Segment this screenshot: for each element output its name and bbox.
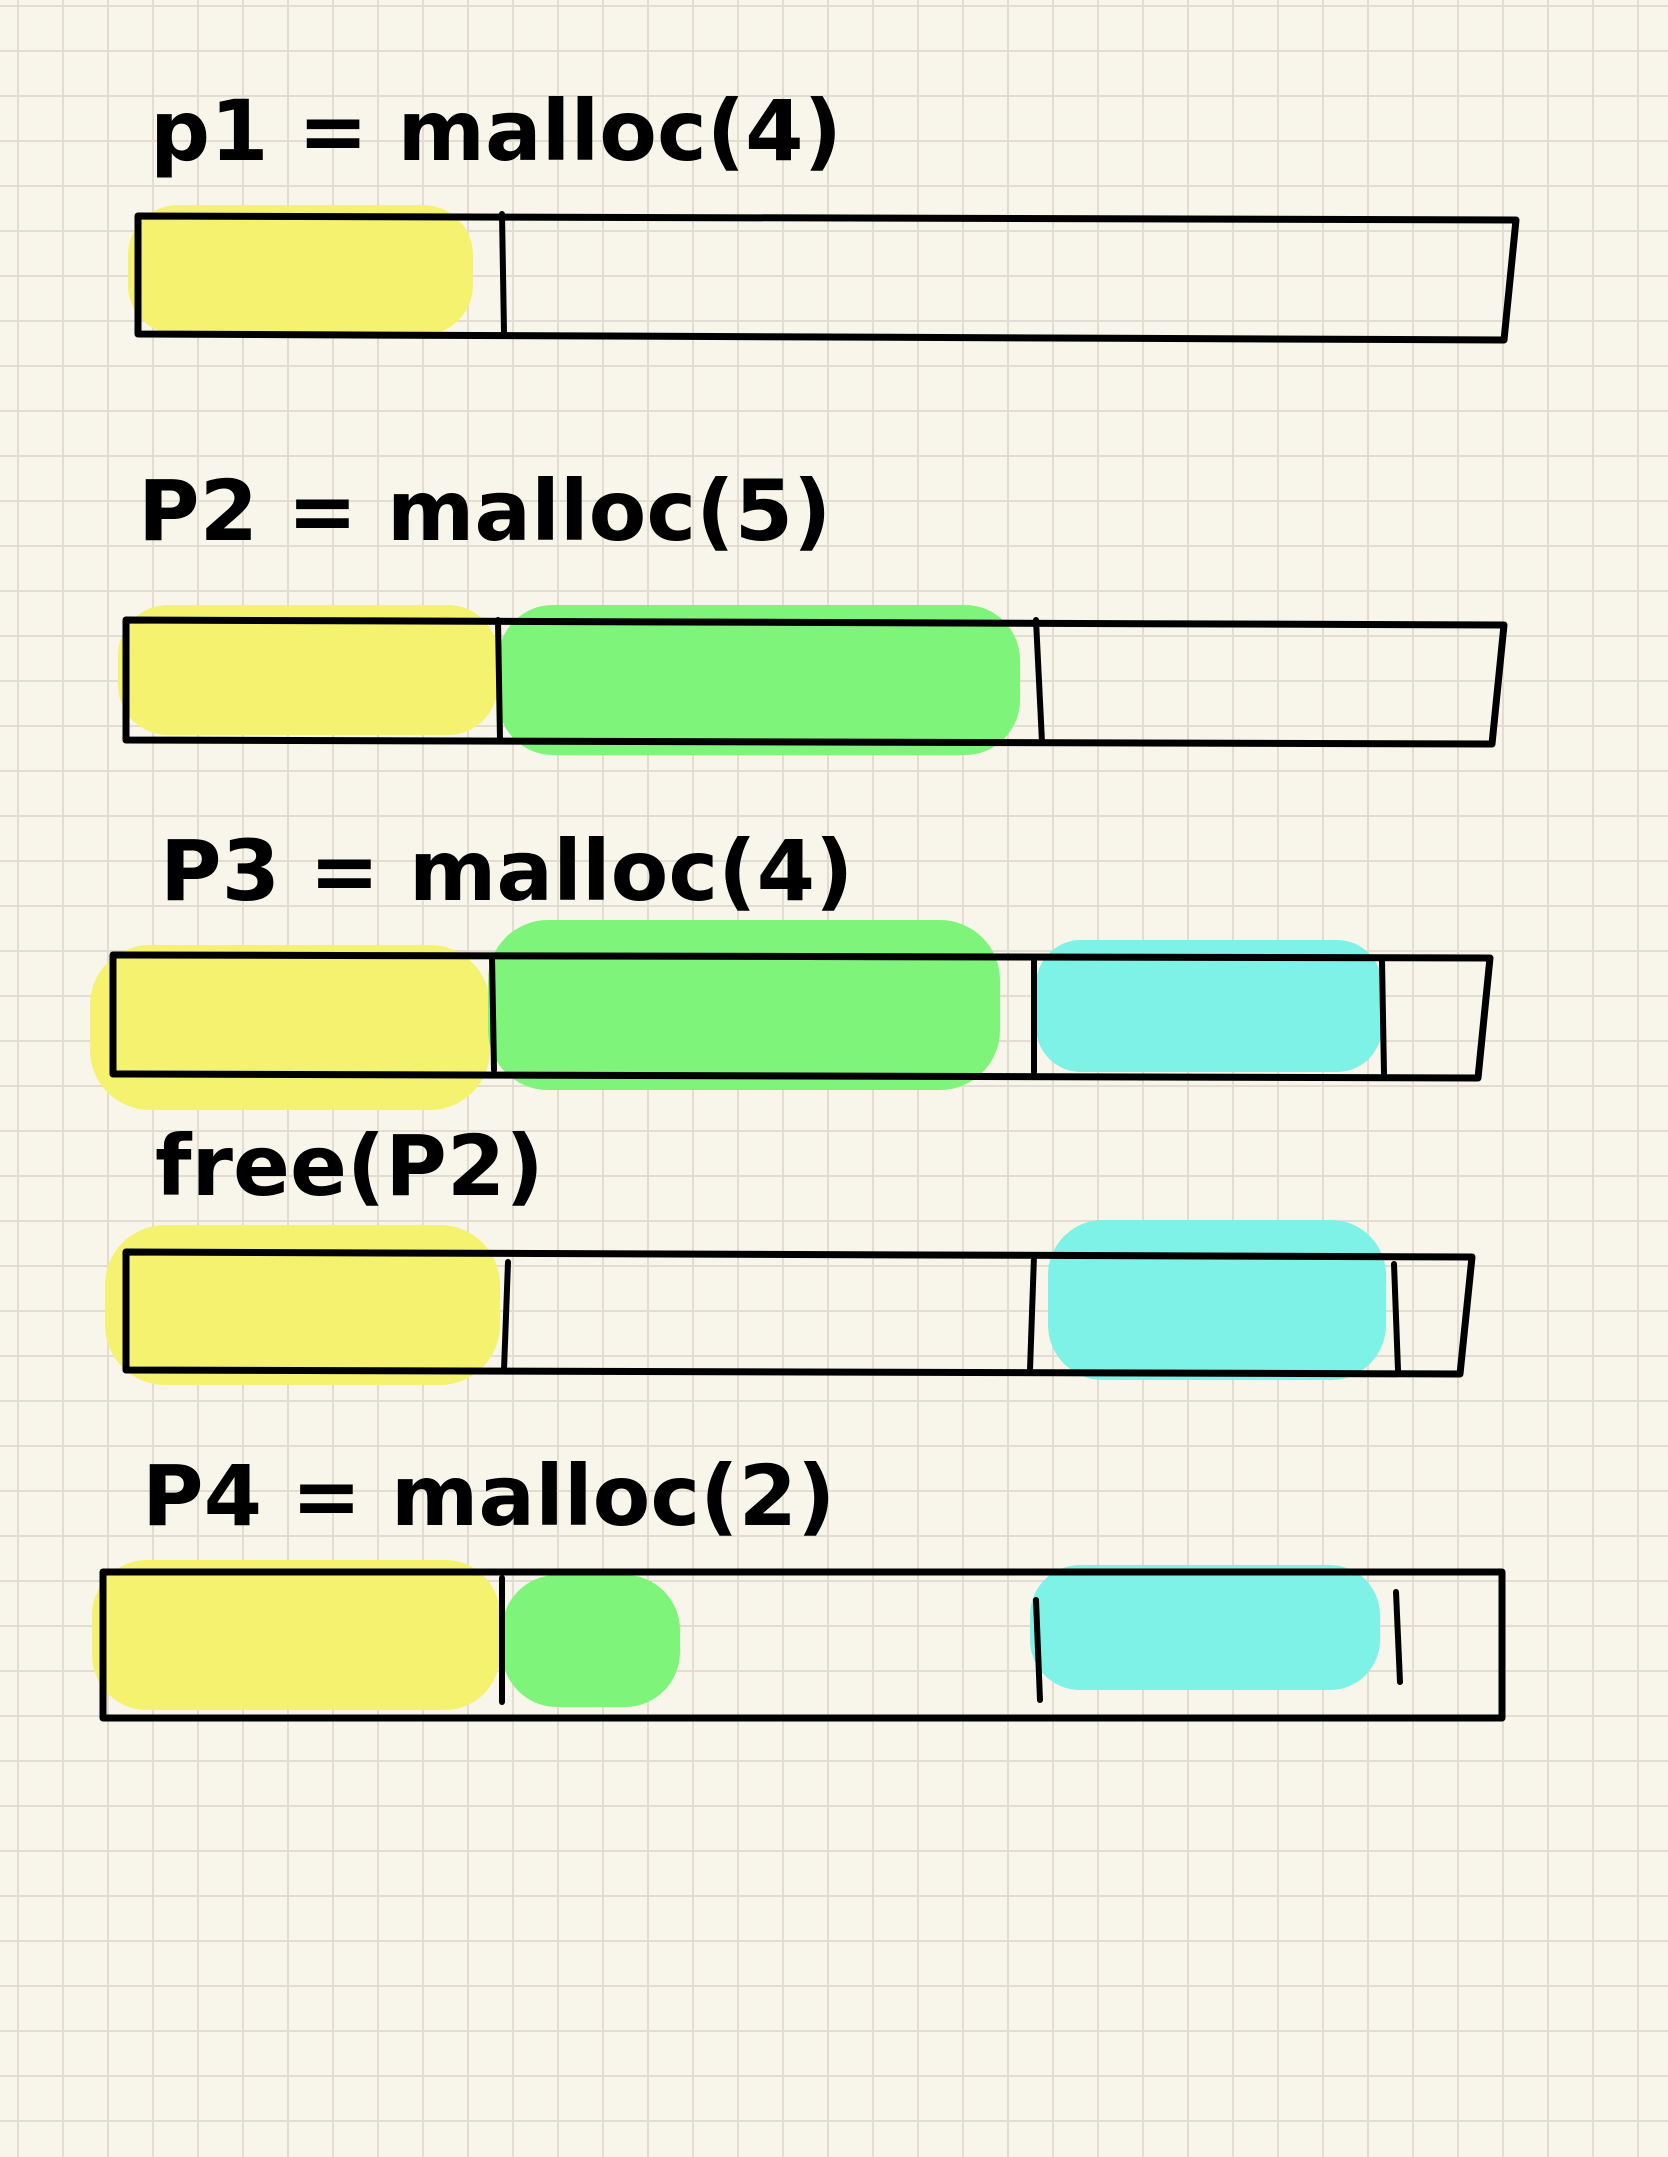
block-divider <box>1393 1589 1403 1685</box>
block-divider <box>1391 1261 1401 1373</box>
memory-bar <box>134 212 1520 344</box>
memory-bar <box>109 951 1494 1082</box>
block-divider <box>1379 957 1387 1077</box>
step-2-label: P2 = malloc(5) <box>138 462 831 560</box>
p1-block-highlight <box>105 1225 500 1385</box>
step-5-label: P4 = malloc(2) <box>142 1447 835 1545</box>
step-5: P4 = malloc(2) <box>92 1447 1506 1722</box>
memory-bar <box>122 616 1508 748</box>
p3-block-highlight <box>1030 1565 1380 1690</box>
block-divider <box>489 953 497 1073</box>
p1-block-highlight <box>118 605 498 735</box>
p2-block-highlight <box>498 605 1020 755</box>
block-divider <box>1033 1597 1043 1703</box>
step-4: free(P2) <box>105 1117 1476 1385</box>
block-divider <box>1027 1253 1037 1373</box>
block-divider <box>1033 617 1045 745</box>
p2-block-highlight <box>488 920 1000 1090</box>
step-1-label: p1 = malloc(4) <box>150 82 842 180</box>
block-divider <box>499 211 507 335</box>
p4-block-highlight <box>502 1575 680 1707</box>
step-3-label: P3 = malloc(4) <box>160 822 853 920</box>
step-2: P2 = malloc(5) <box>118 462 1508 755</box>
memory-bar <box>122 1248 1476 1378</box>
block-divider <box>501 1259 511 1373</box>
p1-block-highlight <box>90 945 490 1110</box>
memory-bar <box>99 1568 1506 1722</box>
step-1: p1 = malloc(4) <box>128 82 1520 344</box>
p1-block-highlight <box>92 1560 500 1710</box>
step-4-label: free(P2) <box>155 1117 544 1215</box>
p3-block-highlight <box>1048 1220 1386 1380</box>
step-3: P3 = malloc(4) <box>90 822 1494 1110</box>
p3-block-highlight <box>1036 940 1382 1072</box>
p1-block-highlight <box>128 205 473 335</box>
block-divider <box>495 617 503 743</box>
